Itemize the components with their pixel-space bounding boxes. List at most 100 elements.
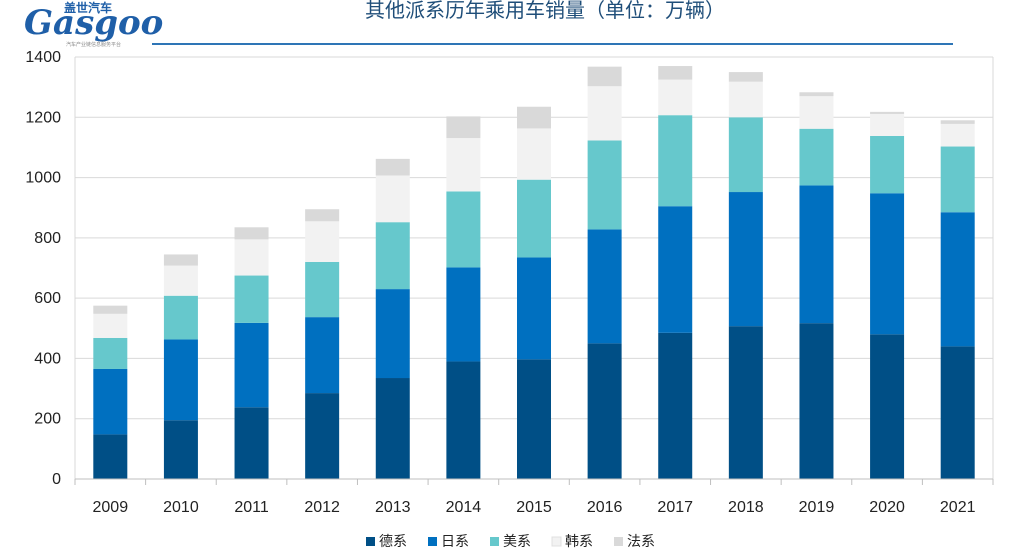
bar-segment-韩系-2016 — [587, 86, 622, 141]
bar-segment-日系-2018 — [728, 192, 763, 327]
bar-segment-日系-2015 — [517, 257, 551, 360]
bar-segment-美系-2009 — [93, 337, 128, 369]
x-tick-label: 2016 — [587, 499, 623, 516]
bar-stack-2015 — [517, 106, 551, 479]
bar-segment-韩系-2010 — [163, 265, 198, 296]
bar-segment-韩系-2020 — [870, 113, 905, 136]
bar-segment-德系-2012 — [305, 393, 340, 479]
logo-chinese-name: 盖世汽车 — [64, 0, 112, 15]
bar-segment-法系-2019 — [799, 92, 834, 97]
bar-segment-日系-2010 — [163, 339, 198, 421]
bar-segment-美系-2018 — [728, 117, 763, 193]
bar-segment-日系-2016 — [587, 229, 622, 344]
legend-swatch — [366, 537, 375, 546]
y-tick-label: 0 — [52, 471, 61, 488]
bar-stack-2016 — [587, 66, 622, 479]
legend-swatch — [428, 537, 437, 546]
x-axis-tick-labels: 2009 2010 2011 2012 2013 2014 2015 2016 2017 2018… — [74, 478, 994, 516]
bar-segment-德系-2020 — [870, 334, 905, 479]
bar-segment-美系-2015 — [517, 179, 551, 258]
bar-segment-韩系-2018 — [728, 81, 763, 118]
x-tick-label: 2021 — [940, 499, 976, 516]
bar-stack-2014 — [446, 116, 481, 479]
bar-segment-美系-2019 — [799, 128, 834, 186]
legend-label: 日系 — [441, 534, 469, 550]
legend-label: 法系 — [627, 534, 655, 550]
bar-segment-德系-2010 — [163, 420, 198, 479]
bar-segment-法系-2011 — [234, 227, 269, 240]
legend-item-德系: 德系 — [366, 534, 407, 550]
bar-segment-韩系-2017 — [658, 79, 693, 116]
bar-segment-美系-2013 — [375, 222, 410, 290]
bar-segment-韩系-2011 — [234, 239, 269, 276]
legend-swatch — [614, 537, 623, 546]
legend-swatch — [551, 536, 562, 547]
bar-segment-日系-2013 — [375, 289, 410, 379]
bar-segment-日系-2011 — [234, 322, 269, 408]
logo-brand-name: Gasgoo — [24, 3, 163, 43]
y-axis-tick-labels: 0 200 400 600 800 1000 1200 1400 — [25, 49, 61, 488]
bar-segment-日系-2009 — [93, 368, 128, 435]
bar-stack-2020 — [870, 111, 905, 479]
bar-segment-韩系-2015 — [517, 128, 551, 180]
bar-segment-日系-2014 — [446, 267, 481, 362]
bar-stack-2012 — [305, 209, 340, 479]
bar-segment-美系-2012 — [305, 261, 340, 318]
bar-segment-德系-2013 — [375, 378, 410, 479]
bar-stack-2021 — [940, 120, 975, 479]
bar-segment-法系-2014 — [446, 116, 481, 139]
bar-segment-韩系-2019 — [799, 96, 834, 129]
bar-segment-法系-2020 — [870, 111, 905, 114]
legend: 德系 日系 美系 韩系 法系 — [366, 534, 655, 550]
bar-segment-日系-2021 — [940, 212, 975, 347]
y-tick-label: 600 — [34, 290, 61, 307]
bar-segment-法系-2010 — [163, 254, 198, 266]
bar-segment-韩系-2021 — [940, 123, 975, 147]
logo-tagline: 汽车产业链信息服务平台 — [66, 41, 121, 48]
bar-segment-日系-2019 — [799, 185, 834, 324]
gasgoo-logo: 盖世汽车 Gasgoo 汽车产业链信息服务平台 — [24, 0, 163, 48]
bar-segment-美系-2021 — [940, 146, 975, 213]
bar-segment-法系-2009 — [93, 305, 128, 314]
bar-segment-美系-2017 — [658, 115, 693, 207]
bar-stack-2011 — [234, 227, 269, 479]
x-tick-label: 2019 — [799, 499, 835, 516]
bar-stack-2019 — [799, 92, 834, 479]
legend-item-韩系: 韩系 — [551, 534, 593, 550]
bar-segment-德系-2019 — [799, 323, 834, 479]
bar-segment-美系-2014 — [446, 191, 481, 268]
bar-segment-法系-2016 — [587, 66, 622, 87]
bar-stack-2010 — [163, 254, 198, 479]
y-tick-label: 1400 — [25, 49, 61, 66]
x-tick-label: 2015 — [516, 499, 552, 516]
bar-segment-德系-2015 — [517, 359, 551, 479]
bar-segment-法系-2015 — [517, 106, 551, 129]
y-tick-label: 200 — [34, 411, 61, 428]
bar-segment-法系-2018 — [728, 72, 763, 82]
x-tick-label: 2010 — [163, 499, 199, 516]
bar-segment-日系-2020 — [870, 193, 905, 335]
bar-stack-2018 — [728, 72, 763, 479]
y-tick-label: 1200 — [25, 109, 61, 126]
bar-segment-德系-2011 — [234, 407, 269, 479]
y-tick-label: 1000 — [25, 170, 61, 187]
legend-swatch — [490, 537, 499, 546]
bar-segment-法系-2017 — [658, 66, 693, 80]
chart-title: 其他派系历年乘用车销量（单位：万辆） — [365, 0, 725, 22]
x-tick-label: 2013 — [375, 499, 411, 516]
bar-stacks — [93, 66, 975, 479]
bar-segment-法系-2013 — [375, 158, 410, 176]
bar-segment-韩系-2013 — [375, 175, 410, 223]
bar-segment-德系-2018 — [728, 326, 763, 479]
bar-segment-法系-2012 — [305, 209, 340, 222]
x-tick-label: 2018 — [728, 499, 764, 516]
bar-segment-德系-2017 — [658, 332, 693, 479]
x-tick-label: 2012 — [304, 499, 340, 516]
bar-segment-法系-2021 — [940, 120, 975, 124]
bar-segment-美系-2020 — [870, 135, 905, 194]
bar-stack-2009 — [93, 305, 128, 479]
bar-segment-德系-2021 — [940, 346, 975, 479]
bar-segment-韩系-2014 — [446, 138, 481, 192]
bar-segment-德系-2014 — [446, 361, 481, 479]
